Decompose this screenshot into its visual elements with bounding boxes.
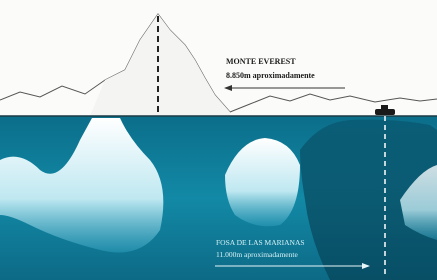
trench-title: FOSA DE LAS MARIANAS xyxy=(216,238,305,247)
illustration: MONTE EVEREST 8.850m aproximadamente FOS… xyxy=(0,0,437,280)
everest-title: MONTE EVEREST xyxy=(226,57,296,66)
ship-cabin xyxy=(381,105,388,109)
everest-height: 8.850m aproximadamente xyxy=(226,71,315,80)
ship xyxy=(375,109,395,115)
trench-depth: 11.000m aproximadamente xyxy=(216,250,298,259)
